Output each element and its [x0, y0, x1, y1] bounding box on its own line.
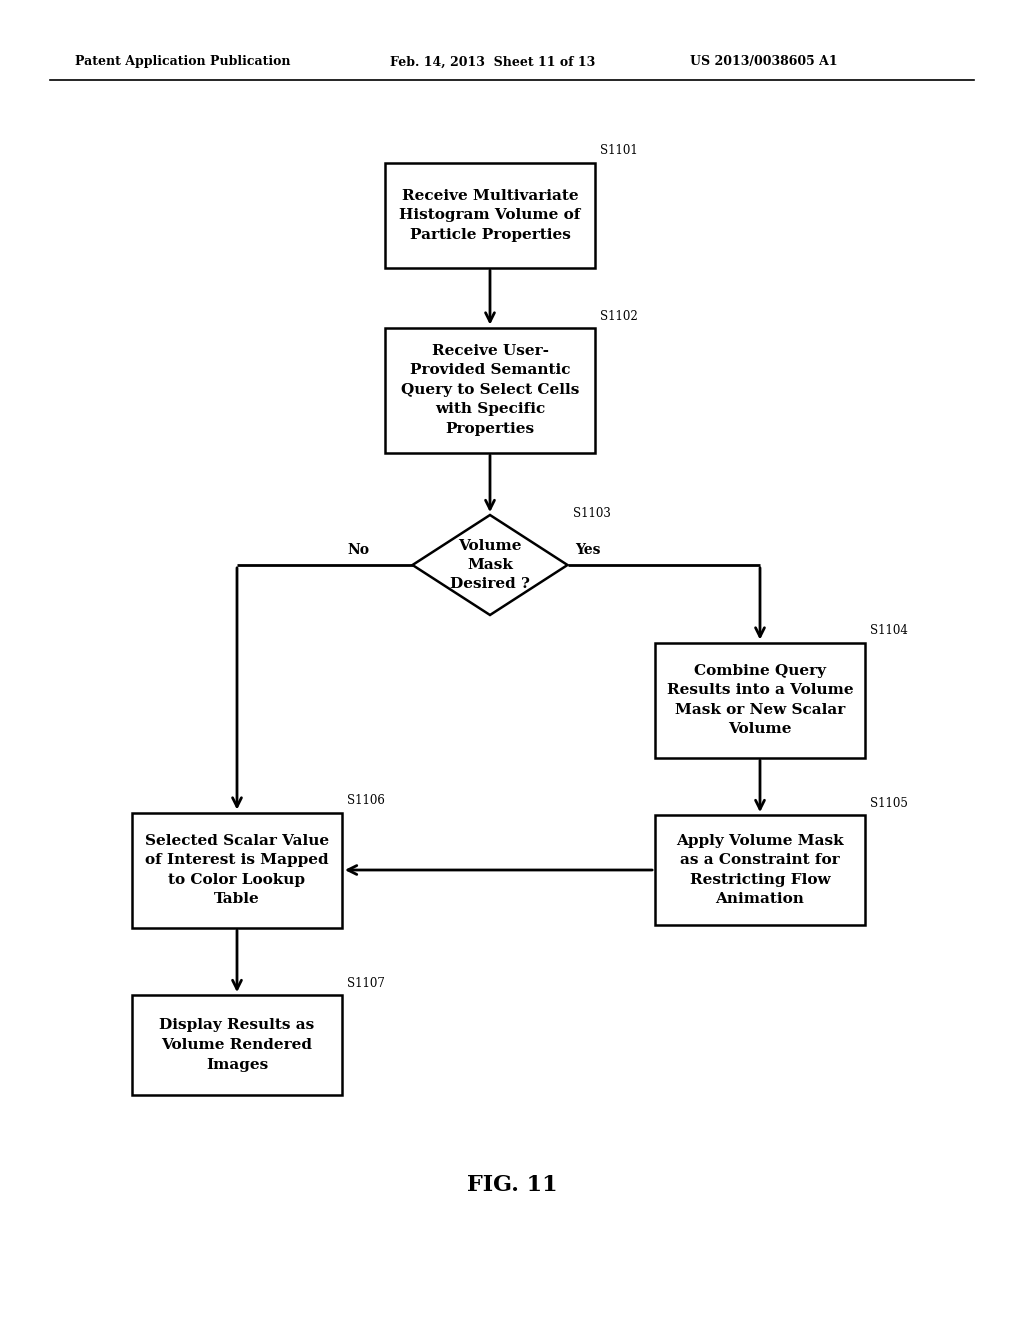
Text: S1103: S1103 [572, 507, 610, 520]
Text: Receive User-
Provided Semantic
Query to Select Cells
with Specific
Properties: Receive User- Provided Semantic Query to… [400, 345, 580, 436]
Text: S1101: S1101 [600, 144, 638, 157]
Text: S1105: S1105 [870, 797, 908, 810]
Bar [385, 162, 595, 268]
Bar [132, 995, 342, 1096]
Text: Volume
Mask
Desired ?: Volume Mask Desired ? [451, 539, 530, 591]
Bar [655, 643, 865, 758]
Bar [655, 814, 865, 925]
Text: No: No [347, 543, 370, 557]
Text: Yes: Yes [575, 543, 601, 557]
Text: Apply Volume Mask
as a Constraint for
Restricting Flow
Animation: Apply Volume Mask as a Constraint for Re… [676, 834, 844, 907]
Text: S1106: S1106 [347, 795, 385, 808]
Text: FIG. 11: FIG. 11 [467, 1173, 557, 1196]
Text: Feb. 14, 2013  Sheet 11 of 13: Feb. 14, 2013 Sheet 11 of 13 [390, 55, 595, 69]
Text: Selected Scalar Value
of Interest is Mapped
to Color Lookup
Table: Selected Scalar Value of Interest is Map… [145, 834, 329, 907]
Text: S1107: S1107 [347, 977, 385, 990]
Bar [385, 327, 595, 453]
Polygon shape [413, 515, 567, 615]
Text: Receive Multivariate
Histogram Volume of
Particle Properties: Receive Multivariate Histogram Volume of… [399, 189, 581, 242]
Text: Combine Query
Results into a Volume
Mask or New Scalar
Volume: Combine Query Results into a Volume Mask… [667, 664, 853, 737]
Bar [132, 813, 342, 928]
Text: S1104: S1104 [870, 624, 908, 638]
Text: S1102: S1102 [600, 309, 638, 322]
Text: Display Results as
Volume Rendered
Images: Display Results as Volume Rendered Image… [160, 1019, 314, 1072]
Text: Patent Application Publication: Patent Application Publication [75, 55, 291, 69]
Text: US 2013/0038605 A1: US 2013/0038605 A1 [690, 55, 838, 69]
